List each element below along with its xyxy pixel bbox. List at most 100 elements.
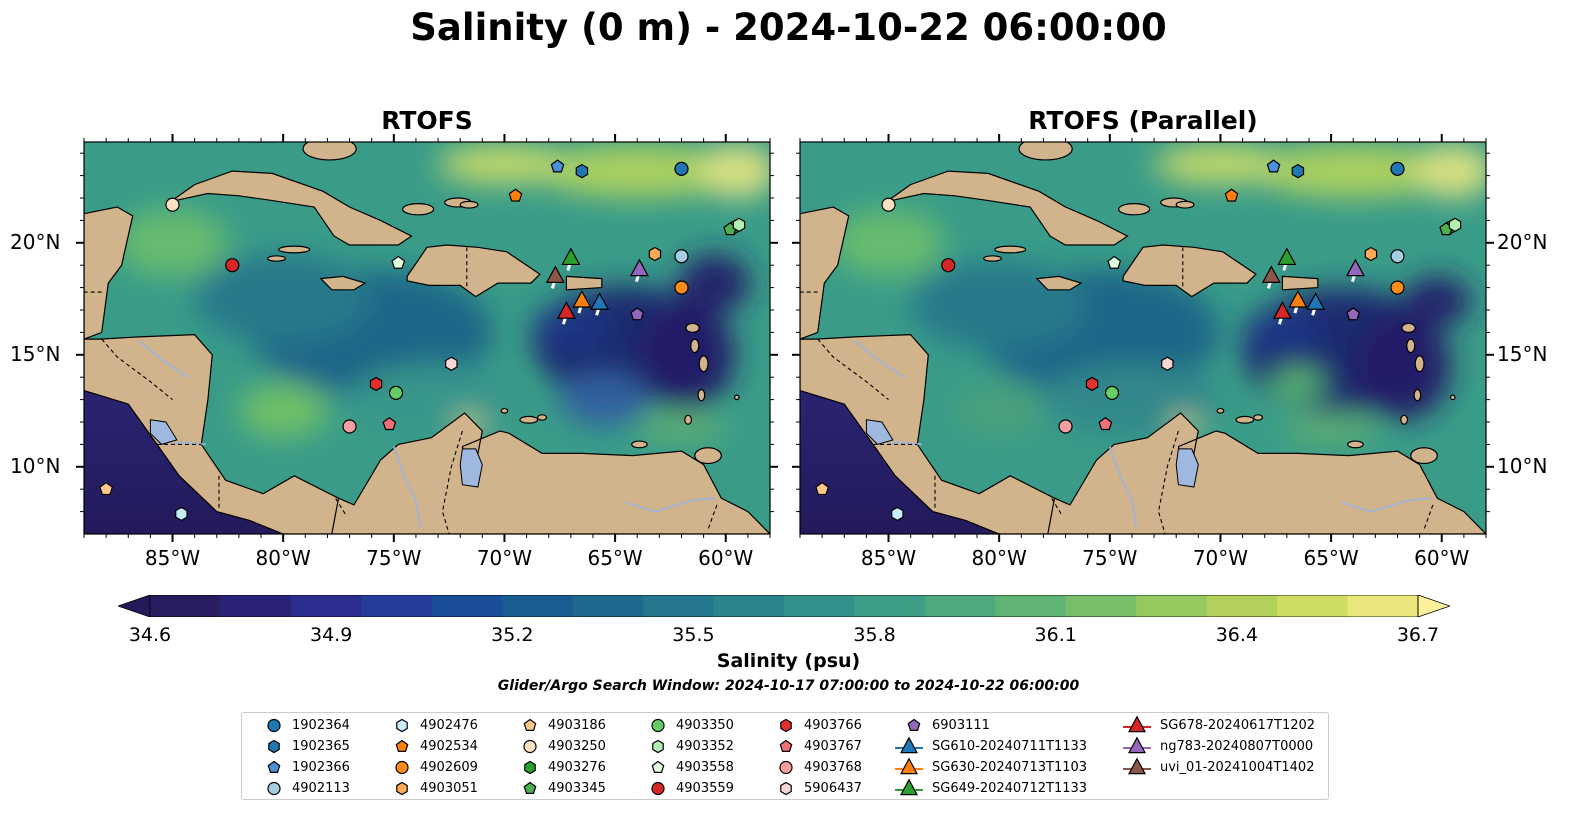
colorbar-segment — [1065, 595, 1137, 617]
lat-label-left: 10°N — [10, 453, 61, 478]
lon-label-left: 70°W — [476, 546, 533, 570]
legend-marker — [651, 781, 665, 796]
hexagon-marker-icon — [268, 739, 280, 754]
small-island — [698, 355, 709, 373]
colorbar-segment — [572, 595, 644, 617]
lon-label-left: 65°W — [587, 546, 643, 570]
colorbar-tick-label: 35.5 — [672, 624, 715, 646]
legend-triangle — [899, 736, 919, 754]
legend-label: 4902476 — [420, 718, 478, 733]
colorbar-label: Salinity (psu) — [716, 650, 861, 672]
legend-item: 1902366 — [254, 757, 350, 778]
marker-1902365 — [1291, 163, 1305, 179]
lat-label-left: 20°N — [10, 229, 61, 254]
salinity-patch — [1271, 366, 1325, 402]
legend-item: 6903111 — [894, 715, 990, 736]
legend-item: SG630-20240713T1103 — [894, 757, 1087, 778]
small-island — [631, 440, 648, 449]
small-island — [1413, 388, 1422, 402]
colorbar-segment — [502, 595, 574, 617]
colorbar-segment — [1206, 595, 1278, 617]
salinity-patch — [1282, 415, 1380, 443]
colorbar-segment — [784, 595, 856, 617]
marker-5906437 — [1161, 356, 1174, 371]
lon-label-right: 80°W — [971, 546, 1027, 570]
legend-label: 4903345 — [548, 781, 606, 796]
marker-4903051 — [648, 246, 662, 262]
glider-triangle-icon — [895, 757, 923, 775]
marker-4903768 — [1058, 419, 1073, 434]
legend-label: 4903186 — [548, 718, 606, 733]
legend-item: uvi_01-20241004T1402 — [1122, 757, 1314, 778]
legend-label: 4903559 — [676, 781, 734, 796]
lon-label-left: 80°W — [255, 546, 311, 570]
pentagon-marker-icon — [395, 739, 409, 752]
pentagon-marker-icon — [907, 718, 921, 731]
marker-4903352 — [732, 217, 746, 233]
salinity-patch — [117, 209, 228, 277]
colorbar-segment — [924, 595, 996, 617]
legend-label: uvi_01-20241004T1402 — [1160, 760, 1315, 775]
colorbar-segment — [1277, 595, 1349, 617]
small-island — [1118, 202, 1151, 216]
colorbar-segment — [995, 595, 1067, 617]
lat-label-right: 10°N — [1497, 453, 1548, 478]
legend-marker — [779, 760, 793, 775]
legend-item: 4902609 — [382, 757, 478, 778]
legend-marker — [395, 760, 409, 775]
small-island — [537, 414, 548, 421]
legend-label: 4902113 — [292, 781, 350, 796]
legend-marker — [267, 718, 281, 733]
pentagon-marker-icon — [779, 739, 793, 752]
circle-marker-icon — [779, 760, 793, 775]
legend-label: 4902609 — [420, 760, 478, 775]
legend-item: 5906437 — [766, 778, 862, 799]
legend-label: SG610-20240711T1133 — [932, 739, 1088, 754]
colorbar-segment — [854, 595, 926, 617]
legend-item: 4903767 — [766, 736, 862, 757]
marker-4903250 — [165, 197, 180, 212]
legend-marker — [396, 718, 408, 733]
puerto-rico-island — [565, 275, 603, 291]
salinity-patch — [238, 383, 328, 438]
colorbar-segment — [1347, 595, 1419, 617]
legend-label: 1902366 — [292, 760, 350, 775]
legend-marker — [780, 781, 792, 796]
small-island — [685, 322, 700, 334]
small-island — [302, 142, 357, 161]
circle-marker-icon — [267, 718, 281, 733]
colorbar-extend-low — [118, 595, 151, 617]
legend-item: 1902365 — [254, 736, 350, 757]
legend-item: 4903276 — [510, 757, 606, 778]
legend-item: 4903766 — [766, 715, 862, 736]
colorbar-segment — [150, 595, 222, 617]
small-island — [1175, 200, 1195, 209]
marker-1902365 — [575, 163, 589, 179]
colorbar-tick-label: 35.2 — [491, 624, 534, 646]
legend-marker — [523, 739, 537, 754]
legend-marker — [907, 718, 921, 731]
salinity-patch — [679, 254, 751, 313]
panel-title-right: RTOFS (Parallel) — [1028, 106, 1258, 135]
circle-marker-icon — [651, 781, 665, 796]
colorbar-tick-label: 34.6 — [128, 624, 172, 646]
legend-label: 4903276 — [548, 760, 606, 775]
lon-label-right: 75°W — [1082, 546, 1138, 570]
small-island — [697, 388, 706, 402]
glider-triangle-icon — [1123, 715, 1151, 733]
legend-marker — [267, 760, 281, 773]
map-panel-left[interactable] — [84, 142, 770, 534]
colorbar-tick-label: 34.9 — [309, 624, 353, 646]
small-island — [519, 415, 539, 424]
legend-label: 4903051 — [420, 781, 478, 796]
small-island — [1406, 338, 1416, 354]
map-panel-right[interactable] — [800, 142, 1486, 534]
marker-1902364 — [1390, 161, 1405, 176]
colorbar-segment — [220, 595, 292, 617]
marker-4903768 — [342, 419, 357, 434]
colorbar-outline — [149, 595, 1419, 617]
hexagon-marker-icon — [396, 781, 408, 796]
search-window-caption: Glider/Argo Search Window: 2024-10-17 07… — [497, 678, 1080, 694]
colorbar-segment — [1136, 595, 1208, 617]
pentagon-marker-icon — [523, 718, 537, 731]
